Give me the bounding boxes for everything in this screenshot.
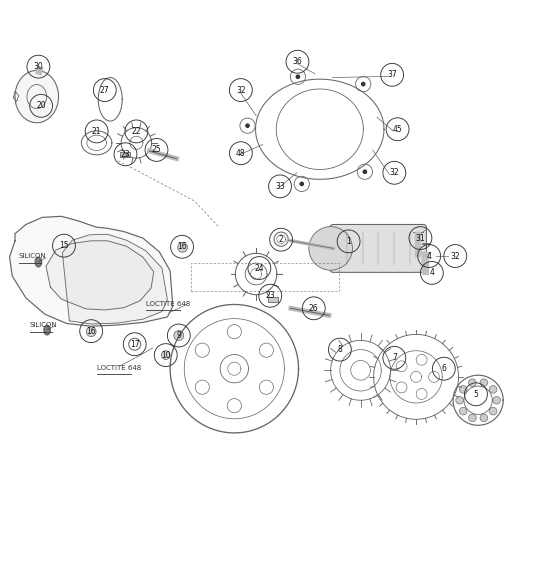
Text: 32: 32 <box>236 85 246 95</box>
Polygon shape <box>9 216 173 326</box>
Text: 16: 16 <box>177 242 187 252</box>
Text: LOCTITE 648: LOCTITE 648 <box>97 364 141 371</box>
FancyBboxPatch shape <box>330 225 427 273</box>
Circle shape <box>459 386 467 393</box>
Circle shape <box>493 397 501 404</box>
Text: 9: 9 <box>176 331 181 340</box>
Text: 8: 8 <box>337 345 342 354</box>
Bar <box>268 297 278 302</box>
Text: 4: 4 <box>429 269 434 277</box>
Text: 27: 27 <box>100 85 109 95</box>
Text: 15: 15 <box>59 241 69 250</box>
Text: 25: 25 <box>152 146 161 154</box>
Text: 5: 5 <box>474 390 479 399</box>
Text: 23: 23 <box>121 150 130 159</box>
Text: 26: 26 <box>309 304 318 313</box>
Text: LOCTITE 648: LOCTITE 648 <box>146 301 190 307</box>
Circle shape <box>300 183 304 185</box>
Circle shape <box>246 124 249 128</box>
Text: 23: 23 <box>265 291 275 300</box>
Text: 48: 48 <box>236 149 246 158</box>
Text: 33: 33 <box>275 182 285 191</box>
Text: 32: 32 <box>451 252 460 260</box>
Text: 1: 1 <box>346 237 351 246</box>
Text: 4: 4 <box>427 252 432 260</box>
Circle shape <box>178 242 188 252</box>
Polygon shape <box>415 232 421 256</box>
Text: SILICON: SILICON <box>30 322 57 328</box>
Circle shape <box>469 379 476 387</box>
Polygon shape <box>44 325 50 335</box>
Text: 32: 32 <box>389 168 399 177</box>
Circle shape <box>309 226 352 270</box>
Circle shape <box>456 397 463 404</box>
Text: 6: 6 <box>441 364 446 373</box>
Polygon shape <box>422 252 428 274</box>
Polygon shape <box>62 234 167 324</box>
Text: 22: 22 <box>132 127 141 136</box>
Bar <box>120 152 130 157</box>
Text: 16: 16 <box>86 326 96 336</box>
Text: 37: 37 <box>387 70 397 80</box>
Circle shape <box>363 170 366 173</box>
Circle shape <box>161 351 170 359</box>
Circle shape <box>480 414 488 422</box>
Text: 10: 10 <box>161 350 171 360</box>
Circle shape <box>86 327 96 336</box>
Circle shape <box>469 414 476 422</box>
Text: 21: 21 <box>92 127 101 136</box>
Text: 24: 24 <box>254 263 264 273</box>
Text: 30: 30 <box>33 62 43 71</box>
Circle shape <box>362 82 365 86</box>
Text: 20: 20 <box>36 101 46 111</box>
Polygon shape <box>15 70 59 123</box>
Text: 2: 2 <box>279 235 283 244</box>
Polygon shape <box>46 241 154 310</box>
Text: 36: 36 <box>293 57 302 66</box>
Text: 45: 45 <box>393 125 403 134</box>
Text: 7: 7 <box>392 353 397 362</box>
Polygon shape <box>36 67 43 74</box>
Circle shape <box>480 379 488 387</box>
Text: SILICON: SILICON <box>19 253 46 259</box>
Circle shape <box>174 331 184 340</box>
Text: 31: 31 <box>416 233 425 243</box>
Polygon shape <box>35 257 42 267</box>
Text: 17: 17 <box>130 340 139 349</box>
Circle shape <box>459 407 467 415</box>
Circle shape <box>296 75 300 78</box>
Circle shape <box>489 407 497 415</box>
Circle shape <box>489 386 497 393</box>
